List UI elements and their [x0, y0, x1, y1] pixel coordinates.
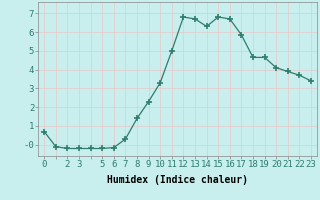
- X-axis label: Humidex (Indice chaleur): Humidex (Indice chaleur): [107, 175, 248, 185]
